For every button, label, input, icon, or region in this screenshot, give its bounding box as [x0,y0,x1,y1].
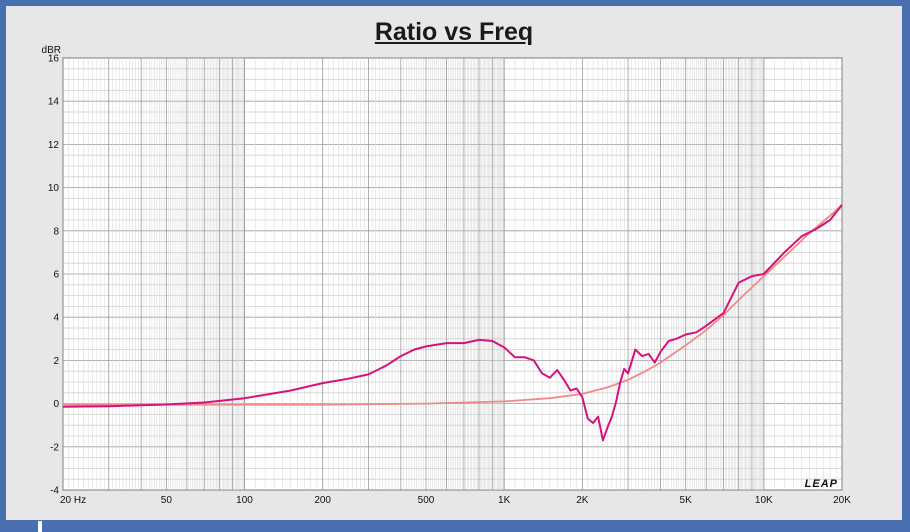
x-tick-label: 10K [755,495,773,506]
x-tick-label: 1K [498,495,511,506]
leap-logo: LEAP [805,478,838,490]
y-tick-label: 0 [53,399,59,410]
y-tick-label: -4 [50,486,59,497]
x-tick-label: 20K [833,495,851,506]
frame-accent [38,521,42,532]
y-tick-label: -2 [50,442,59,453]
y-axis-unit: dBR [42,45,61,56]
y-tick-labels: 16 14 12 10 8 6 4 2 0 -2 -4 [48,54,60,497]
x-tick-label: 20 Hz [60,495,86,506]
y-tick-label: 6 [53,270,59,281]
y-tick-label: 16 [48,54,60,65]
x-tick-label: 2K [576,495,589,506]
x-tick-label: 200 [314,495,331,506]
x-tick-label: 100 [236,495,253,506]
series-group [62,204,843,442]
x-tick-label: 5K [680,495,693,506]
y-tick-label: 8 [53,226,59,237]
chart-title: Ratio vs Freq [374,18,534,46]
y-tick-label: 10 [48,183,60,194]
x-tick-label: 50 [161,495,173,506]
y-tick-label: 14 [48,97,60,108]
y-tick-label: 12 [48,140,60,151]
x-tick-labels: 20 Hz 50 100 200 500 1K 2K 5K 10K 20K [60,495,851,506]
y-tick-label: 2 [53,356,59,367]
grid-lines [62,57,843,491]
series-line-measured [62,204,843,442]
y-tick-label: 4 [53,313,59,324]
x-tick-label: 500 [418,495,435,506]
series-line-reference [63,204,843,406]
